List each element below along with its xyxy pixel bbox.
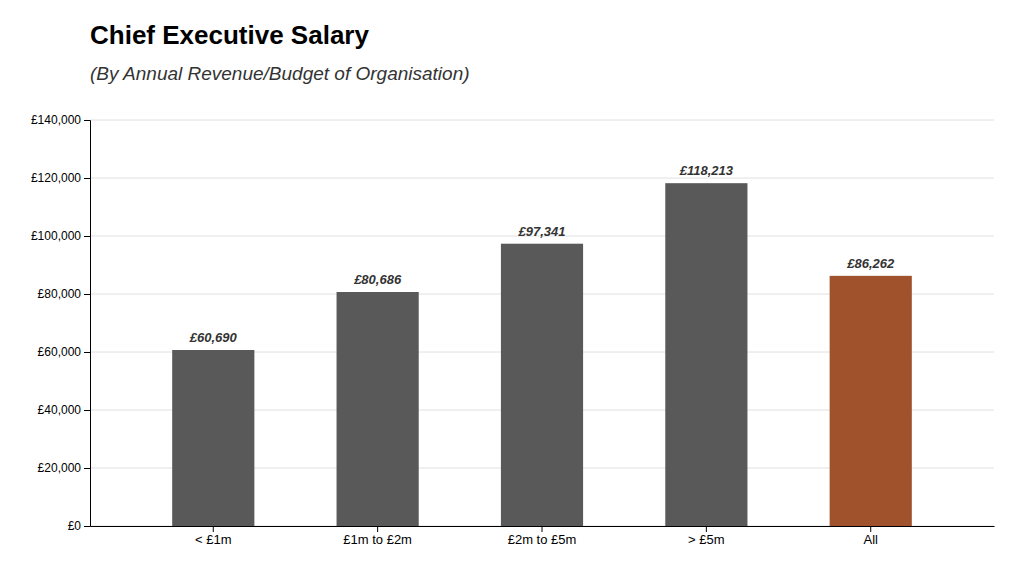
subtitle: (By Annual Revenue/Budget of Organisatio… [90, 63, 470, 84]
bar [337, 292, 419, 526]
x-axis: < £1m £1m to £2m £2m to £5m > £5m All [91, 526, 995, 547]
tick: £60,000 [38, 345, 90, 359]
tick-label: < £1m [195, 532, 232, 547]
tick: All [864, 526, 879, 547]
data-labels: £60,690 £80,686 £97,341 £118,213 £86,262 [189, 163, 895, 345]
tick: £140,000 [31, 113, 90, 127]
tick-mark [213, 526, 214, 532]
tick: £120,000 [31, 171, 90, 185]
tick-mark [84, 352, 90, 353]
tick-mark [84, 120, 90, 121]
bars [172, 183, 912, 526]
tick-mark [706, 526, 707, 532]
data-label: £97,341 [518, 224, 566, 239]
tick-label: £100,000 [31, 229, 81, 243]
bar [665, 183, 747, 526]
tick: £0 [68, 519, 90, 533]
tick-mark [84, 178, 90, 179]
tick-mark [84, 526, 90, 527]
tick: < £1m [195, 526, 232, 547]
tick-mark [377, 526, 378, 532]
data-label: £118,213 [679, 163, 734, 178]
axis-line [84, 121, 91, 527]
tick: £100,000 [31, 229, 90, 243]
tick-label: £2m to £5m [508, 532, 577, 547]
tick: £2m to £5m [508, 526, 577, 547]
tick: £1m to £2m [343, 526, 412, 547]
tick-mark [870, 526, 871, 532]
tick-label: £140,000 [31, 113, 81, 127]
tick-label: £0 [68, 519, 82, 533]
tick-mark [84, 468, 90, 469]
title: Chief Executive Salary [90, 20, 369, 50]
tick-label: £20,000 [38, 461, 82, 475]
y-axis: £0 £20,000 £40,000 £60,000 £80,000 £100,000 £1… [31, 113, 91, 533]
tick-mark [84, 236, 90, 237]
chart: Chief Executive Salary (By Annual Revenue… [0, 0, 1024, 576]
tick: > £5m [688, 526, 725, 547]
bar [172, 350, 254, 526]
tick: £40,000 [38, 403, 90, 417]
tick-mark [84, 410, 90, 411]
tick-label: All [864, 532, 879, 547]
data-label: £86,262 [846, 256, 895, 271]
bar [830, 276, 912, 526]
tick-label: £80,000 [38, 287, 82, 301]
tick-label: £60,000 [38, 345, 82, 359]
data-label: £60,690 [189, 330, 238, 345]
tick-mark [84, 294, 90, 295]
grid [90, 120, 994, 526]
tick-label: £120,000 [31, 171, 81, 185]
tick: £80,000 [38, 287, 90, 301]
data-label: £80,686 [353, 272, 402, 287]
grid-line [90, 120, 994, 121]
bar [501, 244, 583, 526]
tick-mark [542, 526, 543, 532]
tick-label: £1m to £2m [343, 532, 412, 547]
tick-label: £40,000 [38, 403, 82, 417]
tick: £20,000 [38, 461, 90, 475]
plot: £0 £20,000 £40,000 £60,000 £80,000 £100,000 £1… [31, 113, 995, 547]
tick-label: > £5m [688, 532, 725, 547]
grid-line [90, 178, 994, 179]
